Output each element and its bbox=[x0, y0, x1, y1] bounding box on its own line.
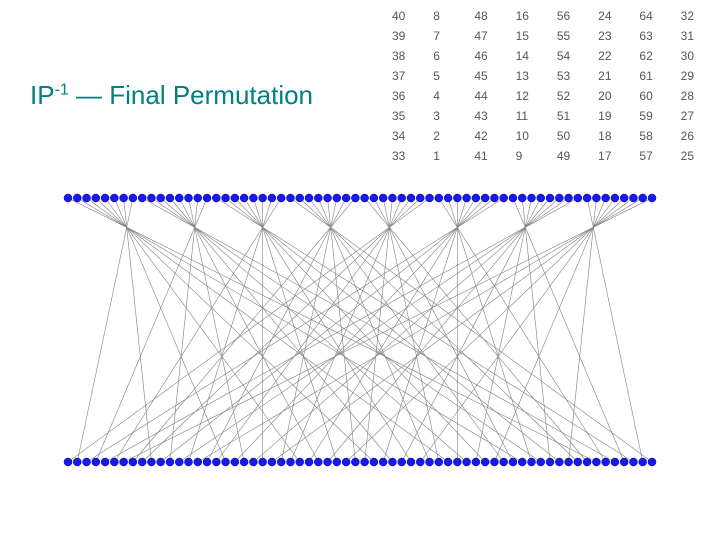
table-cell: 18 bbox=[596, 126, 637, 146]
table-cell: 56 bbox=[555, 6, 596, 26]
table-row: 353431151195927 bbox=[390, 106, 720, 126]
table-cell: 8 bbox=[431, 6, 472, 26]
table-cell: 59 bbox=[637, 106, 678, 126]
permutation-diagram bbox=[60, 190, 660, 470]
table-cell: 7 bbox=[431, 26, 472, 46]
table-cell: 38 bbox=[390, 46, 431, 66]
table-cell: 9 bbox=[514, 146, 555, 166]
table-cell: 3 bbox=[431, 106, 472, 126]
table-cell: 31 bbox=[679, 26, 720, 46]
table-cell: 44 bbox=[472, 86, 513, 106]
table-cell: 60 bbox=[637, 86, 678, 106]
permutation-lines bbox=[68, 198, 652, 462]
table-cell: 52 bbox=[555, 86, 596, 106]
table-cell: 34 bbox=[390, 126, 431, 146]
table-cell: 15 bbox=[514, 26, 555, 46]
table-cell: 23 bbox=[596, 26, 637, 46]
table-cell: 37 bbox=[390, 66, 431, 86]
table-row: 342421050185826 bbox=[390, 126, 720, 146]
table-cell: 2 bbox=[431, 126, 472, 146]
table-cell: 47 bbox=[472, 26, 513, 46]
table-cell: 10 bbox=[514, 126, 555, 146]
table-cell: 12 bbox=[514, 86, 555, 106]
table-row: 375451353216129 bbox=[390, 66, 720, 86]
table-cell: 35 bbox=[390, 106, 431, 126]
table-cell: 64 bbox=[637, 6, 678, 26]
table-cell: 58 bbox=[637, 126, 678, 146]
top-bit-row bbox=[64, 194, 656, 202]
table-cell: 50 bbox=[555, 126, 596, 146]
title-suffix: — Final Permutation bbox=[69, 80, 313, 110]
table-cell: 43 bbox=[472, 106, 513, 126]
table-cell: 63 bbox=[637, 26, 678, 46]
table-cell: 20 bbox=[596, 86, 637, 106]
title-prefix: IP bbox=[30, 80, 55, 110]
table-cell: 13 bbox=[514, 66, 555, 86]
table-cell: 51 bbox=[555, 106, 596, 126]
table-cell: 42 bbox=[472, 126, 513, 146]
table-row: 33141949175725 bbox=[390, 146, 720, 166]
table-cell: 1 bbox=[431, 146, 472, 166]
table-cell: 14 bbox=[514, 46, 555, 66]
table-cell: 55 bbox=[555, 26, 596, 46]
page-title: IP-1 — Final Permutation bbox=[30, 80, 313, 111]
table-cell: 54 bbox=[555, 46, 596, 66]
table-cell: 32 bbox=[679, 6, 720, 26]
table-cell: 57 bbox=[637, 146, 678, 166]
table-cell: 21 bbox=[596, 66, 637, 86]
table-cell: 40 bbox=[390, 6, 431, 26]
table-cell: 53 bbox=[555, 66, 596, 86]
table-cell: 49 bbox=[555, 146, 596, 166]
table-cell: 45 bbox=[472, 66, 513, 86]
table-cell: 26 bbox=[679, 126, 720, 146]
bottom-bit-row bbox=[64, 458, 656, 466]
table-cell: 62 bbox=[637, 46, 678, 66]
table-row: 364441252206028 bbox=[390, 86, 720, 106]
table-cell: 29 bbox=[679, 66, 720, 86]
table-row: 386461454226230 bbox=[390, 46, 720, 66]
table-cell: 6 bbox=[431, 46, 472, 66]
table-cell: 36 bbox=[390, 86, 431, 106]
table-cell: 4 bbox=[431, 86, 472, 106]
table-cell: 5 bbox=[431, 66, 472, 86]
table-cell: 41 bbox=[472, 146, 513, 166]
table-row: 408481656246432 bbox=[390, 6, 720, 26]
table-cell: 39 bbox=[390, 26, 431, 46]
table-cell: 19 bbox=[596, 106, 637, 126]
table-cell: 46 bbox=[472, 46, 513, 66]
table-cell: 11 bbox=[514, 106, 555, 126]
table-cell: 33 bbox=[390, 146, 431, 166]
table-row: 397471555236331 bbox=[390, 26, 720, 46]
table-cell: 30 bbox=[679, 46, 720, 66]
table-cell: 25 bbox=[679, 146, 720, 166]
table-cell: 27 bbox=[679, 106, 720, 126]
title-sup: -1 bbox=[55, 81, 69, 98]
table-cell: 24 bbox=[596, 6, 637, 26]
table-cell: 16 bbox=[514, 6, 555, 26]
permutation-table: 4084816562464323974715552363313864614542… bbox=[390, 6, 720, 166]
table-cell: 48 bbox=[472, 6, 513, 26]
table-cell: 17 bbox=[596, 146, 637, 166]
table-cell: 61 bbox=[637, 66, 678, 86]
table-cell: 22 bbox=[596, 46, 637, 66]
table-cell: 28 bbox=[679, 86, 720, 106]
